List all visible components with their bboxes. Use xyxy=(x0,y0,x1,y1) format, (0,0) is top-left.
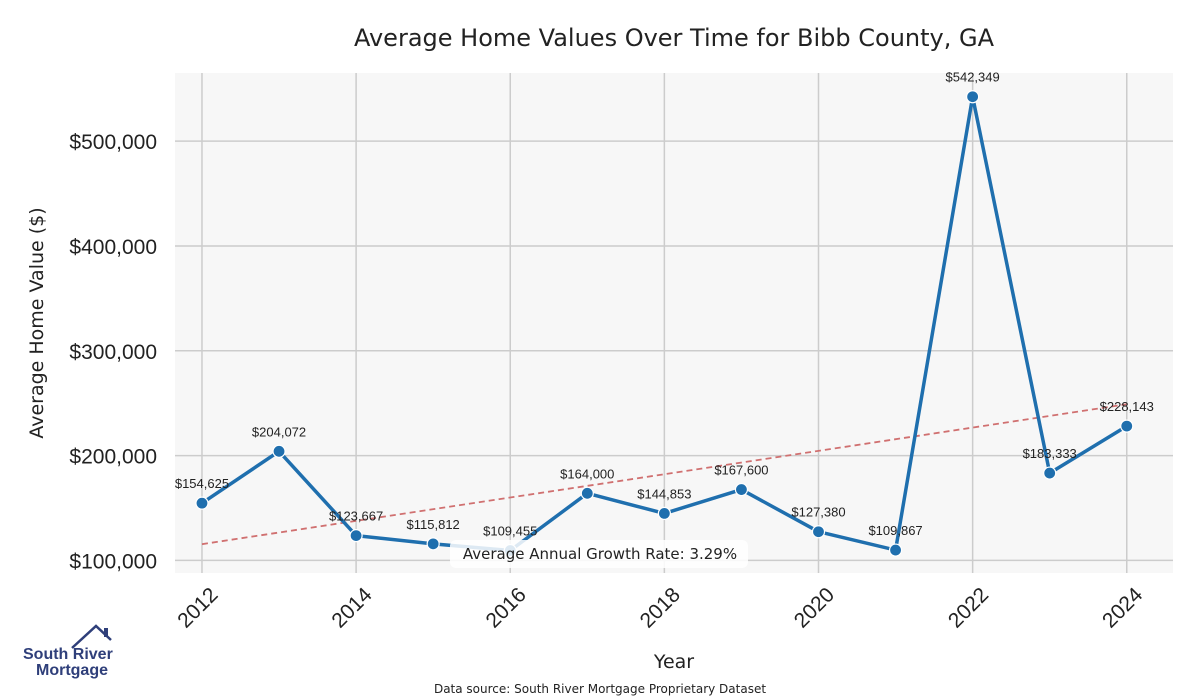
x-tick-label: 2012 xyxy=(173,583,222,632)
data-label: $144,853 xyxy=(637,486,691,501)
trend-line-group xyxy=(201,403,1127,546)
data-label: $154,625 xyxy=(175,476,229,491)
data-point xyxy=(734,482,749,497)
data-source-note: Data source: South River Mortgage Propri… xyxy=(434,682,766,696)
x-tick-label: 2020 xyxy=(790,583,839,632)
plot-background xyxy=(175,73,1173,573)
y-tick-label: $200,000 xyxy=(69,446,157,469)
x-tick-label: 2018 xyxy=(636,583,685,632)
data-point xyxy=(580,486,594,500)
data-label: $228,143 xyxy=(1100,399,1154,414)
y-axis-label: Average Home Value ($) xyxy=(26,207,48,438)
data-label: $109,867 xyxy=(868,523,922,538)
x-tick-label: 2016 xyxy=(481,583,530,632)
data-point xyxy=(349,529,363,543)
data-point xyxy=(272,444,286,458)
data-label: $109,455 xyxy=(483,524,537,539)
data-point xyxy=(888,543,903,557)
y-tick-label: $100,000 xyxy=(69,550,157,573)
data-labels-group: $154,625 $204,072 $123,667 $115,812 $109,455… xyxy=(175,70,1154,539)
data-point xyxy=(426,537,440,551)
logo-text-line1: South River xyxy=(23,646,113,663)
data-point xyxy=(811,525,826,539)
data-label: $542,349 xyxy=(946,70,1000,85)
data-label: $164,000 xyxy=(560,466,614,481)
growth-box: Average Annual Growth Rate: 3.29% xyxy=(450,540,748,568)
trend-line xyxy=(201,403,1127,546)
data-point xyxy=(657,506,671,521)
data-point xyxy=(966,90,980,104)
chimney-icon xyxy=(104,628,108,637)
data-label: $123,667 xyxy=(329,509,383,524)
chart-title: Average Home Values Over Time for Bibb C… xyxy=(354,24,995,52)
y-tick-label: $300,000 xyxy=(69,341,157,364)
x-tick-label: 2024 xyxy=(1098,583,1148,633)
company-logo: South River Mortgage xyxy=(23,624,113,679)
x-tick-label: 2014 xyxy=(327,583,377,633)
y-tick-label: $500,000 xyxy=(69,131,157,154)
data-label: $127,380 xyxy=(791,505,845,520)
data-label: $204,072 xyxy=(252,424,306,439)
x-tick-label: 2022 xyxy=(944,583,993,632)
grid-lines xyxy=(175,73,1173,573)
y-tick-label: $400,000 xyxy=(69,236,157,259)
data-point xyxy=(1120,419,1134,433)
data-label: $115,812 xyxy=(407,517,460,532)
data-point xyxy=(195,496,209,510)
x-axis-label: Year xyxy=(653,651,694,673)
data-point xyxy=(1043,466,1057,480)
data-label: $167,600 xyxy=(714,463,768,478)
logo-text-line2: Mortgage xyxy=(36,662,108,679)
growth-rate-text: Average Annual Growth Rate: 3.29% xyxy=(463,545,737,563)
data-label: $183,333 xyxy=(1023,446,1077,461)
